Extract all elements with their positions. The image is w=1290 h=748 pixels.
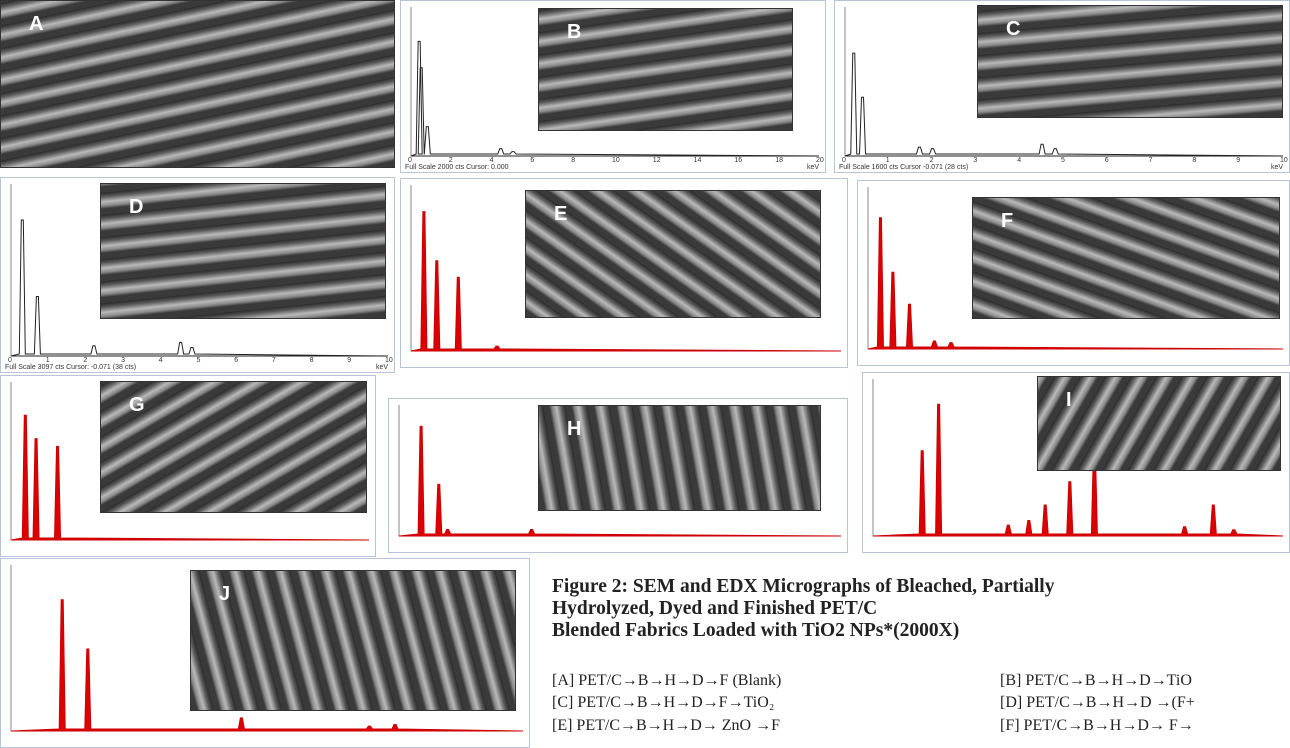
panel-label: I [1066, 389, 1072, 411]
x-tick-label: 1 [45, 357, 50, 364]
legend-item: [D] PET/C→B→H→D →(F+ [1000, 694, 1195, 711]
x-tick-label: 9 [347, 357, 352, 364]
legend-item: [C] PET/C→B→H→D→F→TiO₂ [552, 694, 775, 711]
x-tick-label: 12 [652, 157, 661, 164]
x-tick-label: 2 [448, 157, 453, 164]
legend-item: [B] PET/C→B→H→D→TiO [1000, 672, 1192, 689]
x-tick-label: 5 [1061, 157, 1065, 164]
panel-label: G [129, 394, 145, 416]
spectrum-trace [410, 211, 842, 352]
x-tick-label: 6 [530, 157, 535, 164]
sem-image: B [538, 8, 793, 131]
x-tick-label: 0 [408, 157, 412, 164]
spectrum-trace [398, 425, 842, 537]
spectrum-trace [10, 414, 370, 541]
x-tick-label: 7 [271, 357, 276, 364]
panel-label: F [1001, 210, 1014, 232]
x-tick-label: 0 [842, 157, 846, 164]
x-tick-label: 0 [8, 357, 12, 364]
spectrum [398, 405, 842, 537]
x-tick-label: 16 [734, 157, 743, 164]
sem-image: F [972, 197, 1280, 319]
panel-label: C [1006, 18, 1021, 40]
x-tick-label: 8 [1192, 157, 1197, 164]
x-tick-label: 10 [1280, 157, 1288, 164]
spectrum [410, 185, 842, 352]
x-tick-label: 1 [885, 157, 890, 164]
sem-image: J [190, 570, 516, 711]
unit-label: keV [1270, 164, 1283, 171]
x-tick-label: 4 [489, 157, 494, 164]
legend-item: [A] PET/C→B→H→D→F (Blank) [552, 672, 782, 689]
unit-label: keV [375, 364, 388, 371]
x-tick-label: 8 [571, 157, 576, 164]
x-tick-label: 4 [158, 357, 163, 364]
x-tick-label: 2 [929, 157, 934, 164]
x-tick-label: 3 [121, 357, 125, 364]
spectrum-trace [410, 40, 820, 157]
x-tick-label: 18 [775, 157, 783, 164]
panel-label: D [129, 196, 144, 218]
sem-image: C [977, 5, 1283, 118]
spectrum-footer: Full Scale 1600 cts Cursor -0.071 (28 ct… [839, 164, 969, 171]
x-tick-label: 8 [309, 357, 314, 364]
figure-caption: Figure 2: SEM and EDX Micrographs of Ble… [552, 576, 1054, 642]
panel-label: A [29, 13, 44, 35]
legend-item: [E] PET/C→B→H→D→ ZnO →F [552, 717, 780, 734]
x-tick-label: 20 [816, 157, 824, 164]
x-tick-label: 9 [1236, 157, 1241, 164]
panel-label: B [567, 21, 582, 43]
sem-image: G [100, 381, 367, 513]
x-tick-label: 4 [1017, 157, 1022, 164]
spectrum [10, 565, 524, 732]
spectrum [10, 382, 370, 541]
sem-image: A [0, 0, 395, 168]
x-tick-label: 14 [693, 157, 702, 164]
x-tick-label: 3 [973, 157, 978, 164]
sem-image: E [525, 190, 821, 318]
panel-label: J [219, 583, 231, 605]
spectrum [844, 7, 1284, 157]
x-tick-label: 2 [83, 357, 88, 364]
x-tick-label: 6 [1104, 157, 1109, 164]
unit-label: keV [806, 164, 819, 171]
spectrum-trace [872, 403, 1284, 537]
spectrum [867, 187, 1284, 350]
x-tick-label: 10 [385, 357, 393, 364]
caption-line: Blended Fabrics Loaded with TiO2 NPs*(20… [552, 620, 960, 641]
caption-line: Hydrolyzed, Dyed and Finished PET/C [552, 598, 878, 619]
spectrum-footer: Full Scale 3097 cts Cursor: -0.071 (38 c… [5, 364, 137, 371]
sem-image: D [100, 183, 386, 319]
spectrum-footer: Full Scale 2000 cts Cursor: 0.000 [405, 164, 509, 171]
spectrum [10, 184, 389, 357]
caption-line: Figure 2: SEM and EDX Micrographs of Ble… [552, 576, 1055, 597]
panel-label: E [554, 203, 568, 225]
sem-image: H [538, 405, 821, 511]
legend-item: [F] PET/C→B→H→D→ F→ [1000, 717, 1194, 734]
panel-label: H [567, 418, 582, 440]
spectrum-trace [844, 52, 1284, 157]
x-tick-label: 10 [612, 157, 620, 164]
x-tick-label: 5 [196, 357, 201, 364]
sem-image: I [1037, 376, 1281, 471]
spectrum [872, 379, 1284, 537]
spectrum-trace [10, 599, 524, 732]
x-tick-label: 6 [234, 357, 239, 364]
x-tick-label: 7 [1148, 157, 1153, 164]
spectrum-trace [867, 217, 1284, 350]
spectrum-trace [10, 219, 389, 357]
spectrum [410, 7, 820, 157]
